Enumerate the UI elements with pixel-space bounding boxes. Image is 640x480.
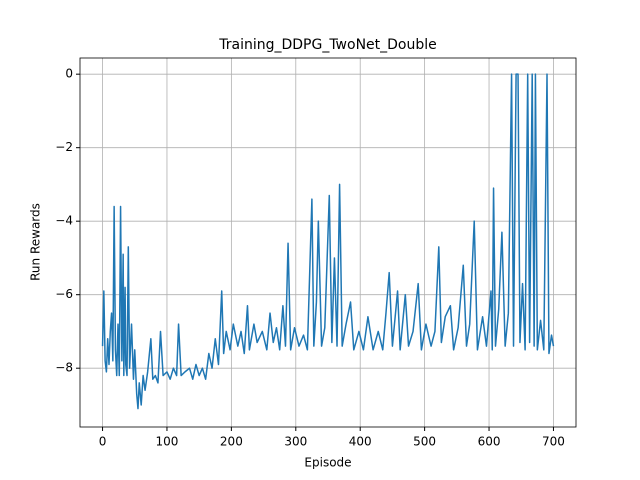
x-tick-label: 700 bbox=[542, 435, 565, 449]
x-tick-label: 0 bbox=[99, 435, 107, 449]
line bbox=[101, 73, 555, 410]
x-tick-label: 400 bbox=[349, 435, 372, 449]
x-tick-label: 600 bbox=[478, 435, 501, 449]
x-axis-label: Episode bbox=[304, 456, 351, 470]
y-axis-label: Run Rewards bbox=[29, 203, 43, 281]
x-tick-label: 300 bbox=[284, 435, 307, 449]
x-tick-label: 100 bbox=[156, 435, 179, 449]
x-tick-label: 200 bbox=[220, 435, 243, 449]
y-tick-label: −4 bbox=[55, 214, 73, 228]
y-tick-label: 0 bbox=[65, 67, 73, 81]
y-tick-label: −2 bbox=[55, 140, 73, 154]
plot-frame bbox=[79, 57, 577, 428]
y-tick-label: −8 bbox=[55, 361, 73, 375]
y-tick-label: −6 bbox=[55, 287, 73, 301]
chart-title: Training_DDPG_TwoNet_Double bbox=[218, 37, 437, 53]
x-tick-label: 500 bbox=[413, 435, 436, 449]
